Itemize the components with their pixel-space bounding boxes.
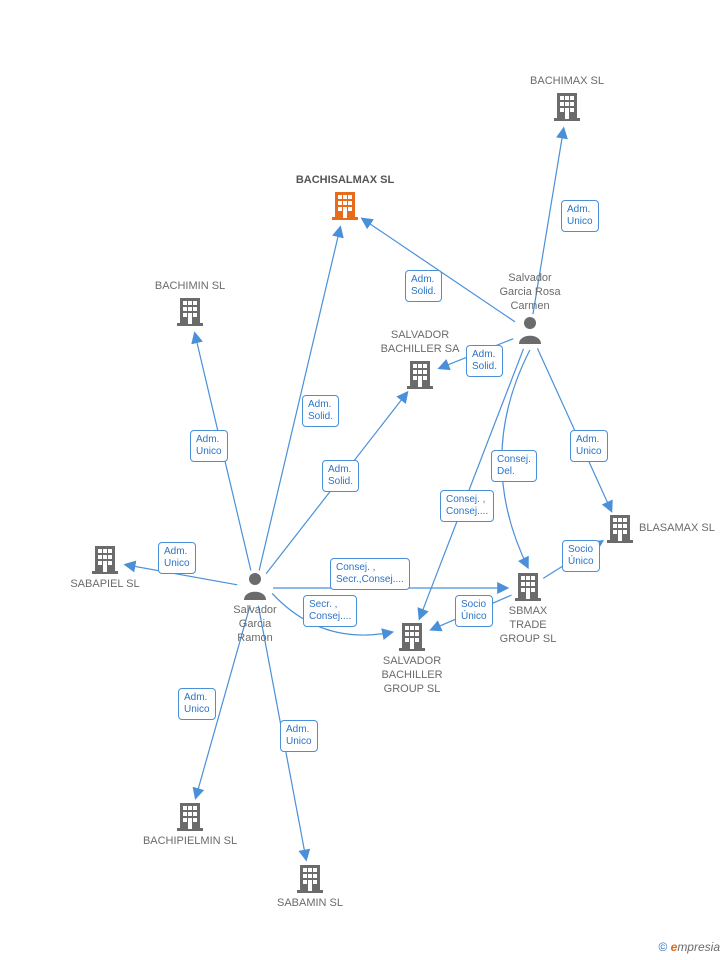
edge	[195, 332, 251, 570]
copyright: © empresia	[658, 940, 720, 954]
edge	[362, 218, 516, 322]
edge	[430, 595, 511, 630]
edge	[266, 392, 408, 574]
edge	[259, 226, 340, 570]
edge	[258, 606, 306, 861]
edge	[543, 541, 603, 579]
edge	[272, 593, 393, 635]
edge	[195, 605, 250, 798]
edge	[533, 128, 564, 315]
edge	[419, 349, 523, 620]
edge	[125, 565, 238, 585]
edge	[502, 350, 530, 568]
edge	[537, 348, 611, 511]
diagram-canvas	[0, 0, 728, 960]
edge	[439, 339, 514, 369]
